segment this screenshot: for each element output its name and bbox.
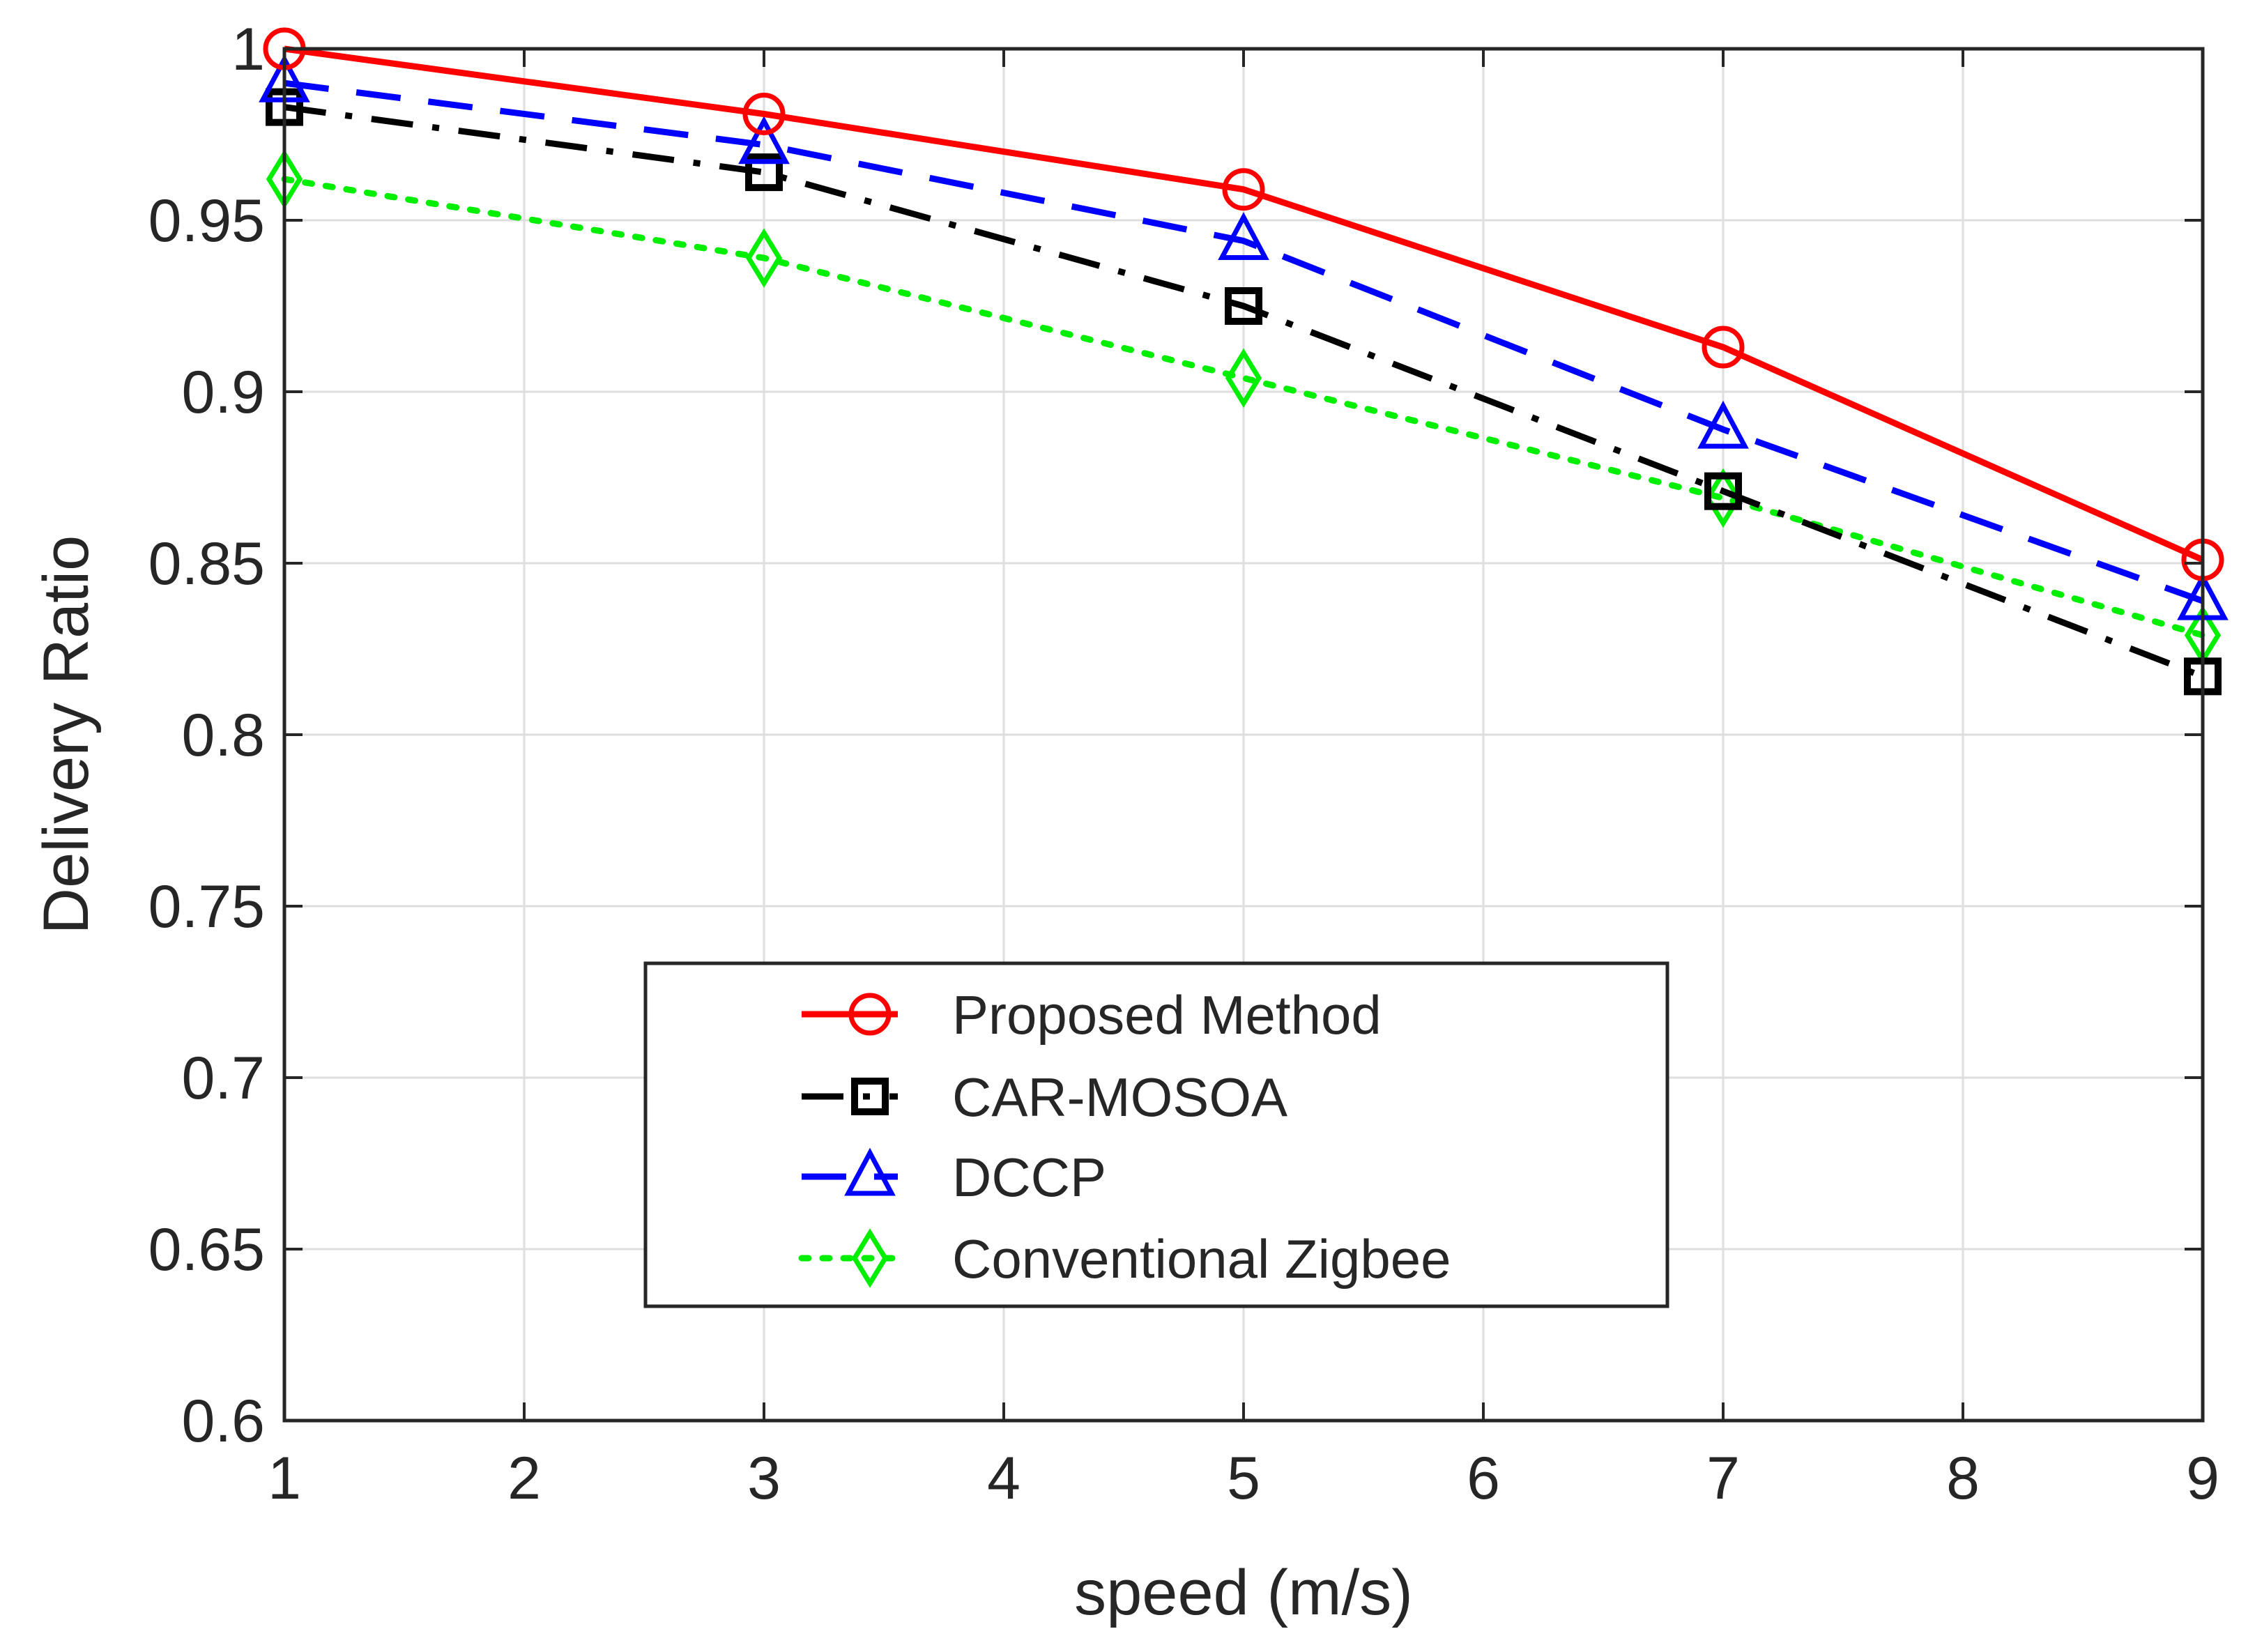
y-tick-label: 0.75 — [148, 873, 265, 940]
y-tick-label: 0.95 — [148, 188, 265, 254]
legend-box — [643, 961, 1669, 1308]
data-point-dccp — [738, 116, 790, 165]
x-tick-label: 8 — [1946, 1445, 1980, 1512]
x-tick-label: 5 — [1227, 1445, 1260, 1512]
x-tick-label: 7 — [1706, 1445, 1740, 1512]
legend-label-car-mosoa: CAR-MOSOA — [952, 1066, 1287, 1128]
legend-label-proposed-method: Proposed Method — [952, 984, 1382, 1046]
series-line-proposed-method — [284, 45, 2204, 563]
x-tick-label: 9 — [2186, 1445, 2219, 1512]
x-axis-title: speed (m/s) — [1074, 1557, 1413, 1628]
data-point-proposed-method — [1702, 326, 1745, 369]
y-axis-title: Delivery Ratio — [31, 535, 102, 935]
y-tick-label: 0.6 — [181, 1388, 265, 1455]
legend-label-dccp: DCCP — [952, 1147, 1106, 1208]
x-tick-label: 1 — [268, 1445, 301, 1512]
legend-marker-proposed-method — [848, 993, 892, 1036]
legend-marker-car-mosoa — [851, 1078, 889, 1115]
legend-marker-dccp — [844, 1147, 896, 1196]
x-tick-label: 3 — [747, 1445, 781, 1512]
data-point-conventional-zigbee — [745, 228, 783, 288]
data-point-proposed-method — [1222, 168, 1265, 211]
y-tick-label: 0.7 — [181, 1045, 265, 1112]
data-point-car-mosoa — [1225, 287, 1262, 325]
legend-marker-conventional-zigbee — [851, 1228, 889, 1288]
x-tick-label: 2 — [507, 1445, 541, 1512]
data-point-dccp — [1697, 400, 1749, 449]
y-tick-label: 0.85 — [148, 530, 265, 597]
x-tick-label: 6 — [1467, 1445, 1500, 1512]
legend-label-conventional-zigbee: Conventional Zigbee — [952, 1228, 1451, 1290]
data-point-car-mosoa — [745, 153, 783, 192]
y-tick-label: 1 — [231, 16, 265, 83]
y-tick-label: 0.8 — [181, 702, 265, 769]
series-line-dccp — [284, 79, 2204, 604]
legend: Proposed Method CAR-MOSOA DCCP Conventional… — [643, 961, 1669, 1308]
data-point-car-mosoa — [1704, 472, 1742, 510]
data-point-conventional-zigbee — [1225, 348, 1262, 408]
data-point-conventional-zigbee — [1704, 468, 1742, 528]
y-tick-label: 0.9 — [181, 359, 265, 426]
axis-ticks: 1 2 3 4 5 6 7 8 9 0.6 0.65 0.7 0.75 0.8 0.85 0.9 0.95 1 — [148, 16, 2219, 1512]
series-line-car-mosoa — [284, 104, 2204, 680]
x-tick-label: 4 — [987, 1445, 1021, 1512]
y-tick-label: 0.65 — [148, 1216, 265, 1283]
data-point-proposed-method — [742, 92, 786, 135]
series-line-conventional-zigbee — [281, 176, 2206, 638]
data-point-dccp — [1218, 212, 1269, 261]
